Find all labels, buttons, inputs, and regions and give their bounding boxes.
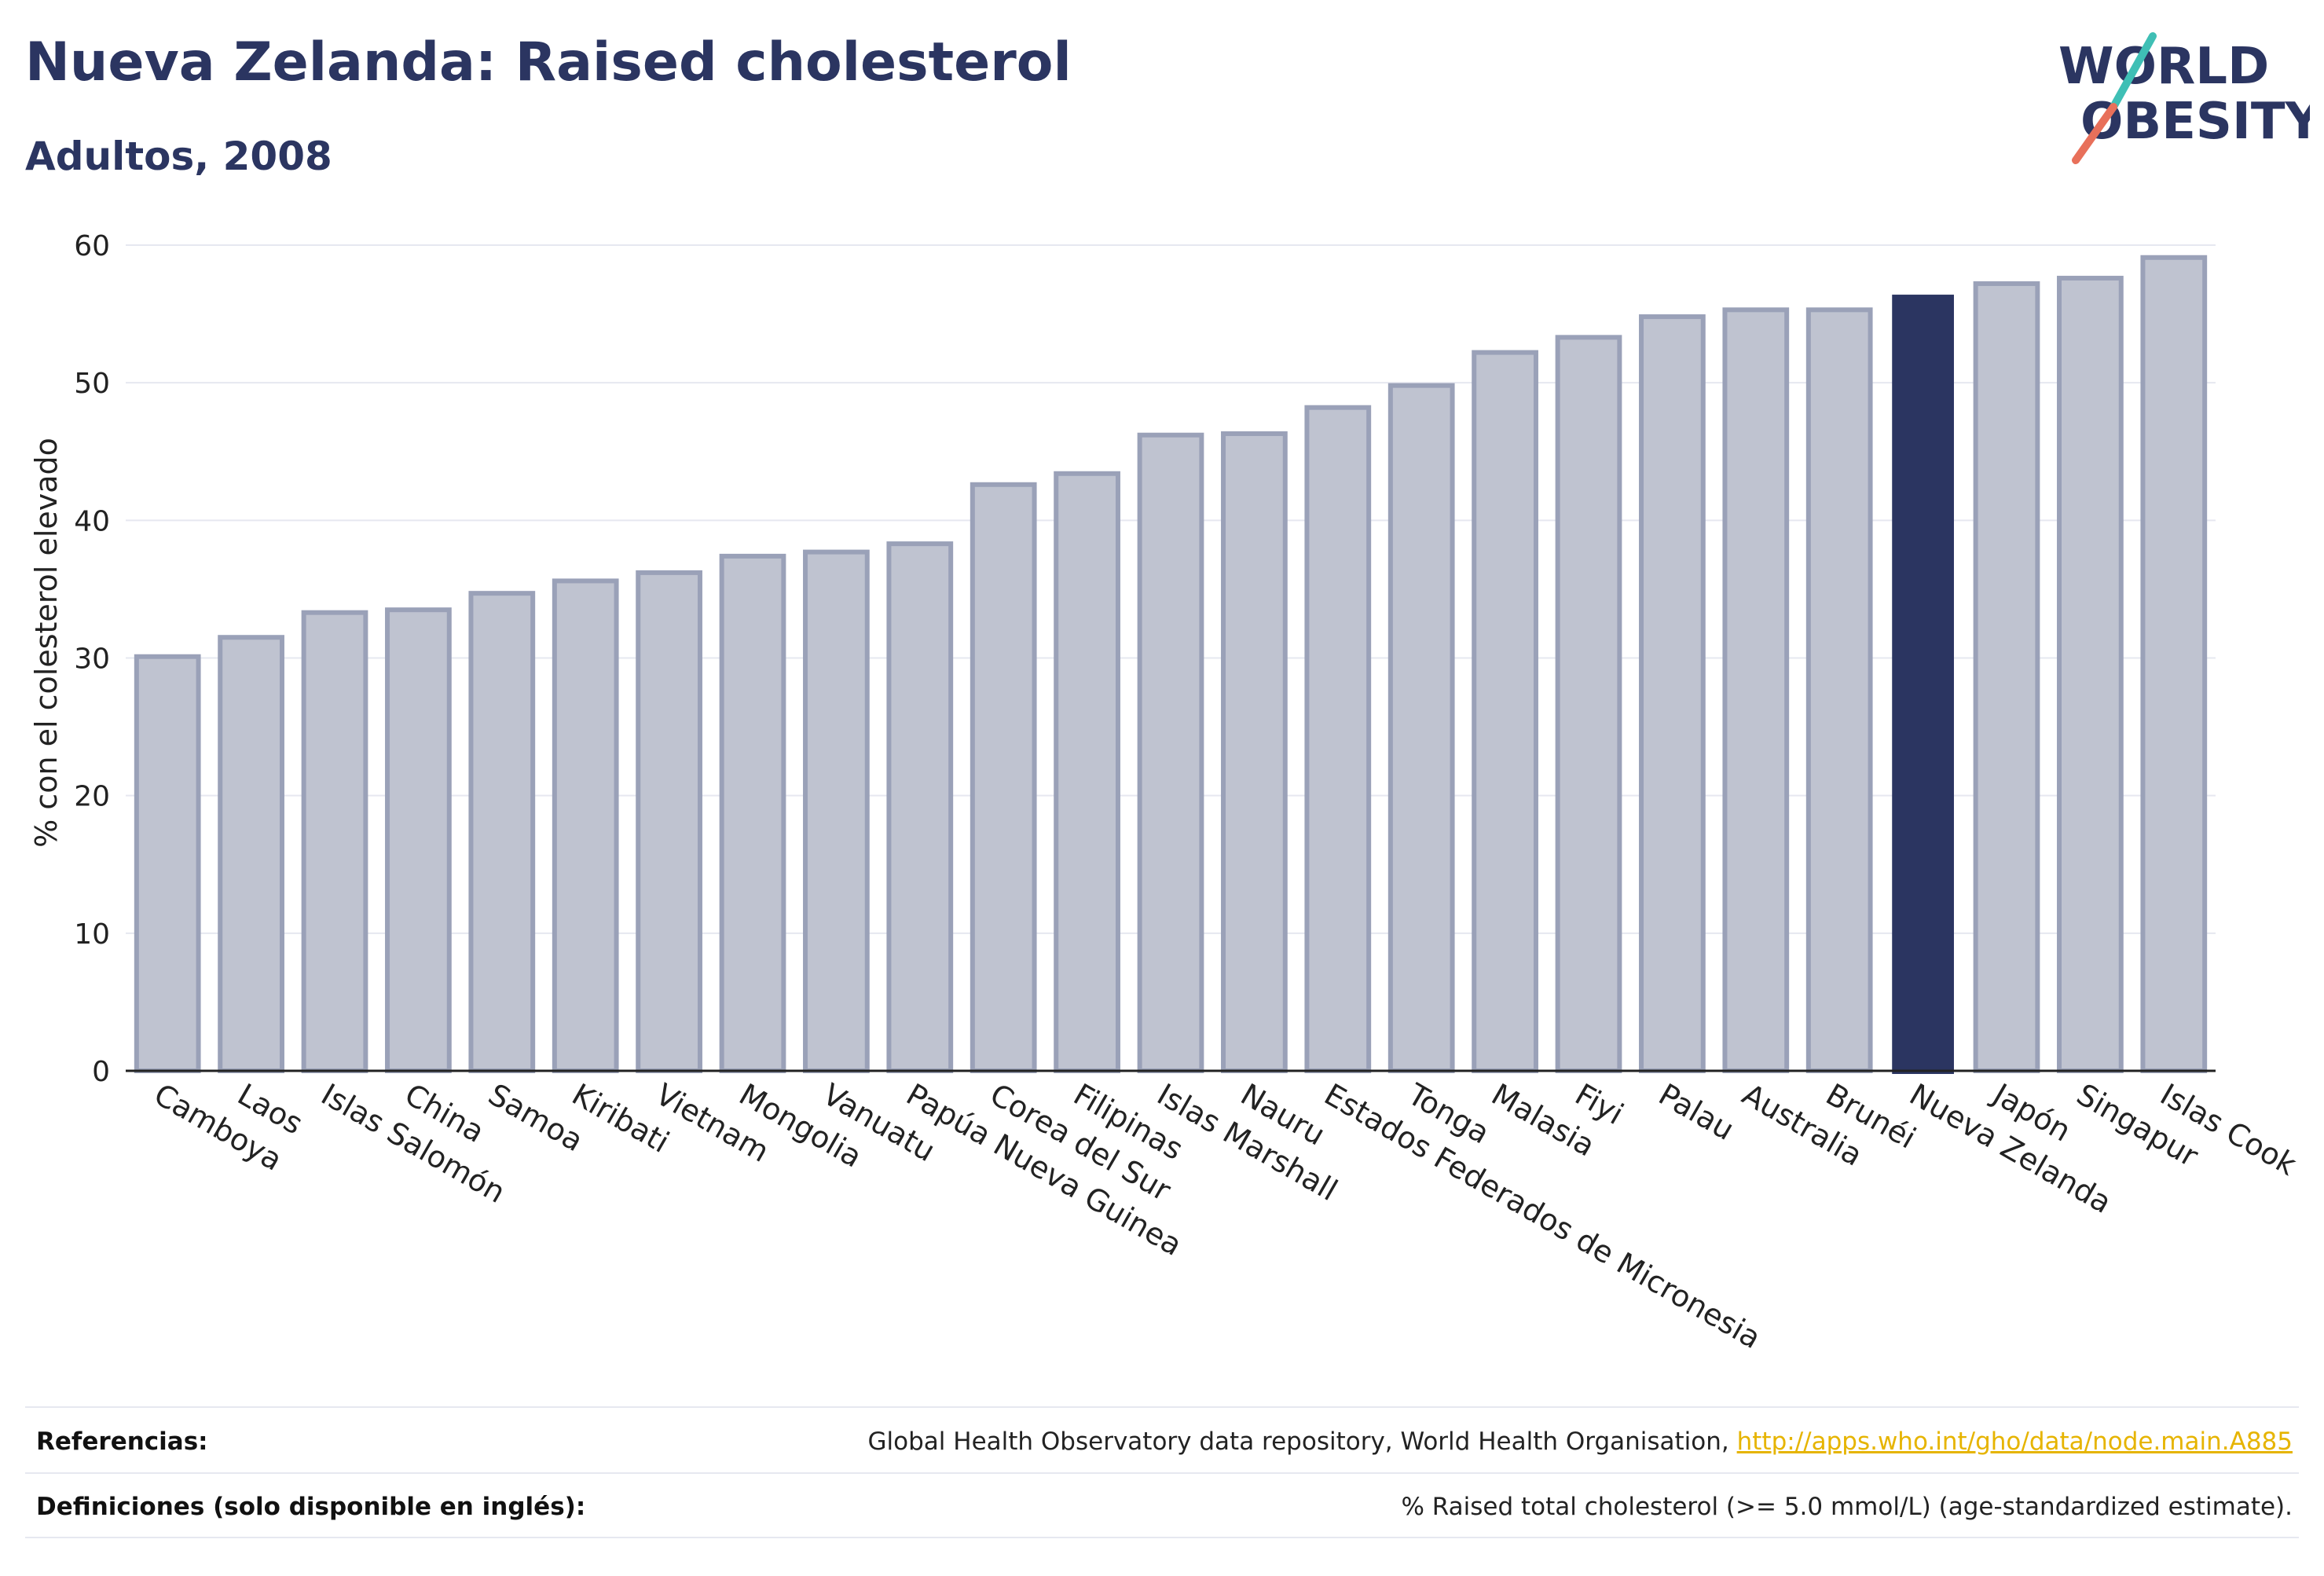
bar <box>468 591 536 1073</box>
bar <box>1472 350 1538 1073</box>
bar <box>1805 307 1873 1074</box>
y-tick-label: 20 <box>74 781 110 813</box>
bar <box>1304 405 1372 1073</box>
logo-slash-teal <box>2110 32 2157 111</box>
definitions-value: % Raised total cholesterol (>= 5.0 mmol/… <box>1401 1493 2293 1521</box>
bar <box>2140 255 2208 1073</box>
bar <box>1639 314 1706 1073</box>
y-tick-label: 60 <box>74 230 110 262</box>
bar <box>970 482 1037 1073</box>
bar <box>1221 431 1288 1073</box>
bar <box>1054 471 1120 1073</box>
x-tick-label: Kiribati <box>566 1077 676 1160</box>
references-label: Referencias: <box>36 1428 208 1456</box>
logo-line1: WORLD <box>2058 38 2269 96</box>
bar <box>2057 276 2124 1074</box>
footer-divider-bottom <box>25 1537 2299 1538</box>
y-tick-label: 40 <box>74 505 110 537</box>
bar <box>803 549 870 1073</box>
bar <box>552 578 619 1073</box>
bar <box>1555 335 1622 1073</box>
y-tick-label: 0 <box>92 1056 110 1088</box>
bar-highlight <box>1892 295 1954 1074</box>
definitions-label: Definiciones (solo disponible en inglés)… <box>36 1493 586 1521</box>
references-link[interactable]: http://apps.who.int/gho/data/node.main.A… <box>1736 1428 2293 1456</box>
bar <box>1722 307 1790 1074</box>
bar <box>886 541 954 1073</box>
bar <box>719 553 786 1073</box>
page-title: Nueva Zelanda: Raised cholesterol <box>25 31 1072 93</box>
y-tick-label: 30 <box>74 643 110 676</box>
bar <box>385 607 452 1073</box>
y-tick-label: 50 <box>74 368 110 400</box>
logo-slash-coral <box>2072 103 2117 164</box>
bar <box>636 570 702 1073</box>
bar <box>134 654 201 1073</box>
x-tick-label: Samoa <box>482 1077 588 1159</box>
footer-divider-middle <box>25 1472 2299 1474</box>
bar <box>1387 383 1455 1074</box>
bar <box>301 610 368 1073</box>
references-text: Global Health Observatory data repositor… <box>867 1428 1737 1456</box>
bar-layer <box>134 255 2208 1074</box>
bar <box>218 635 284 1073</box>
y-axis-label: % con el colesterol elevado <box>29 438 64 848</box>
x-tick-label: Palau <box>1653 1077 1740 1147</box>
y-tick-label: 10 <box>74 918 110 951</box>
bar <box>1137 432 1204 1073</box>
references-value: Global Health Observatory data repositor… <box>868 1428 2293 1456</box>
footer-divider-top <box>25 1406 2299 1408</box>
page-subtitle: Adultos, 2008 <box>25 134 332 179</box>
world-obesity-logo: WORLD OBESITY <box>2058 32 2310 164</box>
bar <box>1973 281 2040 1073</box>
